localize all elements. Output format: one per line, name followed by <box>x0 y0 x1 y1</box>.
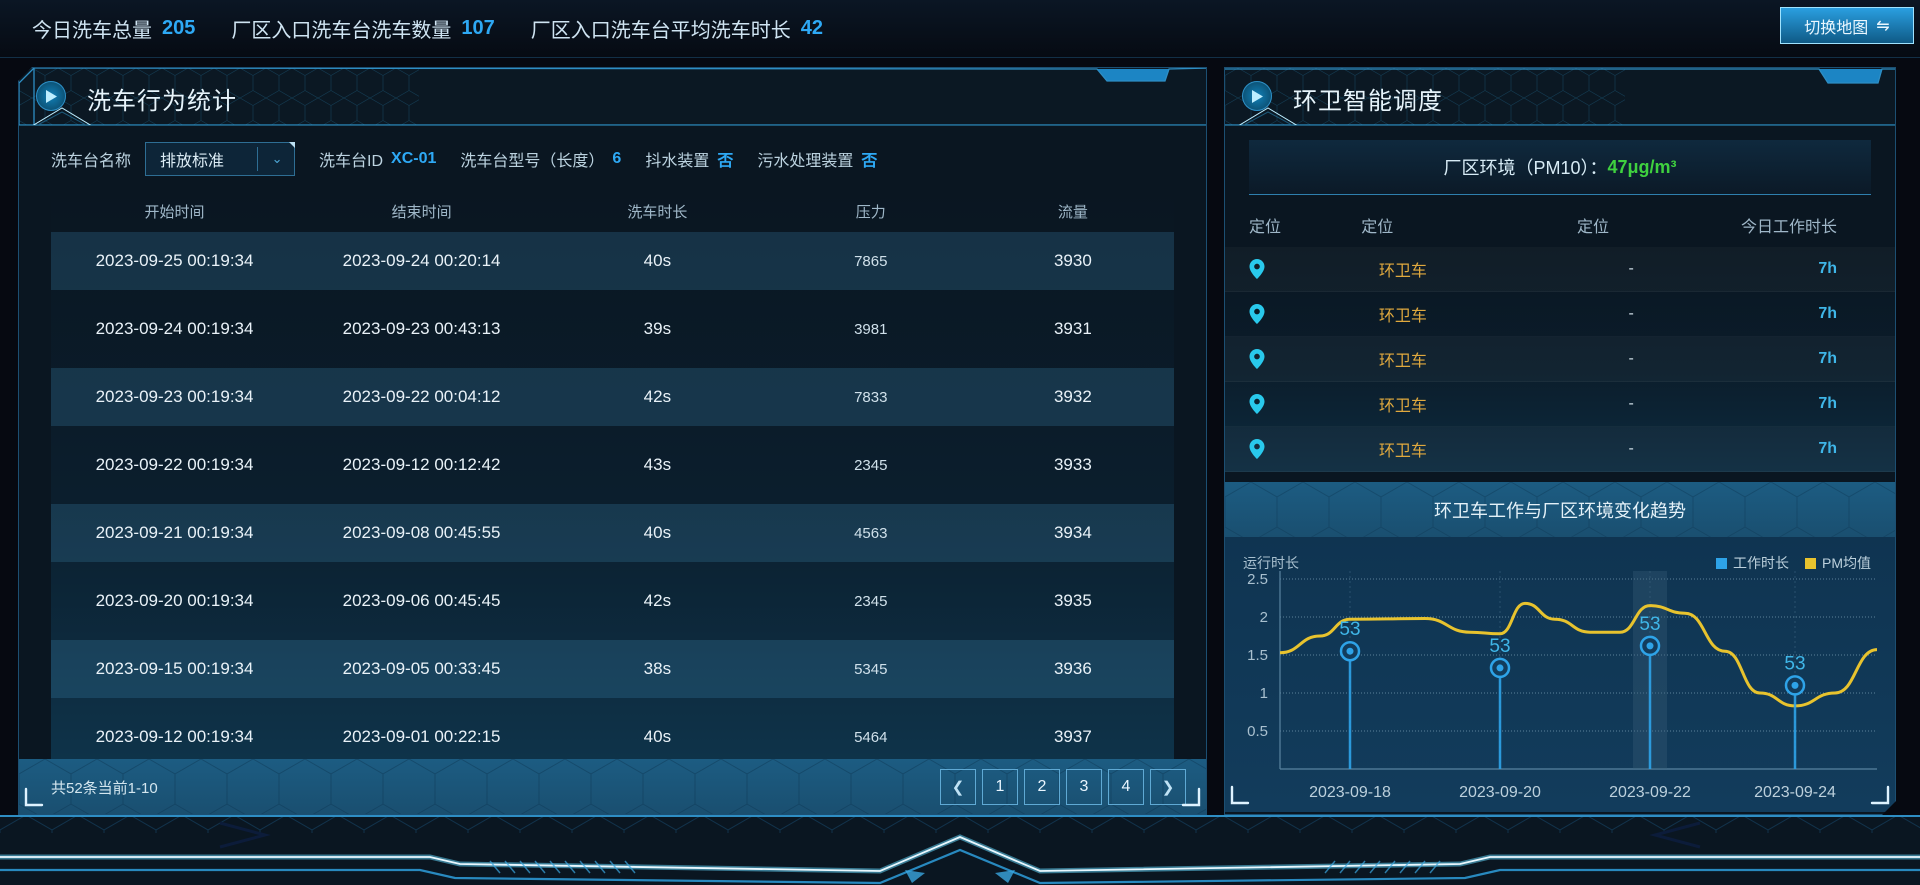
svg-text:53: 53 <box>1339 619 1360 640</box>
svg-text:2: 2 <box>1260 609 1268 626</box>
svg-text:2.5: 2.5 <box>1247 571 1268 588</box>
svg-text:53: 53 <box>1784 653 1805 674</box>
svg-text:2023-09-22: 2023-09-22 <box>1609 784 1691 801</box>
svg-text:1: 1 <box>1260 685 1268 702</box>
svg-text:2023-09-18: 2023-09-18 <box>1309 784 1391 801</box>
svg-text:0.5: 0.5 <box>1247 723 1268 740</box>
svg-text:2023-09-20: 2023-09-20 <box>1459 784 1541 801</box>
svg-text:2023-09-24: 2023-09-24 <box>1754 784 1836 801</box>
svg-text:53: 53 <box>1489 636 1510 657</box>
svg-text:1.5: 1.5 <box>1247 647 1268 664</box>
svg-text:53: 53 <box>1639 614 1660 635</box>
